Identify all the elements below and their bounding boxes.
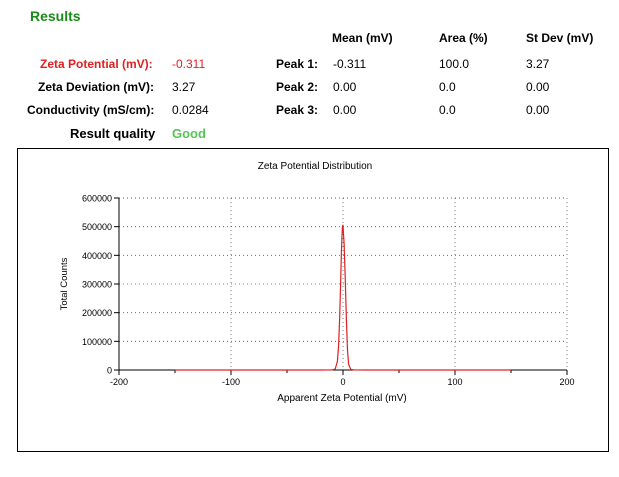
x-tick-label: -100 [222,377,240,387]
y-tick-label: 400000 [82,251,112,261]
zeta-deviation-label: Zeta Deviation (mV): [38,80,155,94]
y-tick-label: 200000 [82,308,112,318]
peak-2-area: 0.0 [439,80,456,94]
y-tick-label: 500000 [82,222,112,232]
header-mean: Mean (mV) [332,31,393,45]
zeta-distribution-chart: Zeta Potential Distribution Apparent Zet… [59,161,575,404]
peak-3-mean: 0.00 [333,103,357,117]
result-quality-label: Result quality [70,126,156,141]
series-layer [175,224,511,371]
zeta-potential-label: Zeta Potential (mV): [40,57,153,71]
x-tick-label: 100 [447,377,462,387]
conductivity-label: Conductivity (mS/cm): [27,103,155,117]
series-line [175,224,511,371]
peak-2-stdev: 0.00 [526,80,550,94]
grid-lines [119,197,568,370]
results-title: Results [30,8,81,24]
y-tick-label: 600000 [82,194,112,204]
peak-1-label: Peak 1: [276,57,319,71]
peak-1-area: 100.0 [439,57,470,71]
x-tick-label: -200 [110,377,128,387]
x-tick-label: 0 [340,377,345,387]
y-axis-label: Total Counts [59,257,70,310]
conductivity-value: 0.0284 [172,103,209,117]
peak-3-area: 0.0 [439,103,456,117]
chart-title: Zeta Potential Distribution [258,161,373,172]
header-stdev: St Dev (mV) [526,31,594,45]
x-axis-label: Apparent Zeta Potential (mV) [277,393,407,404]
peak-2-mean: 0.00 [333,80,357,94]
y-tick-label: 300000 [82,280,112,290]
peak-1-mean: -0.311 [333,57,367,71]
header-area: Area (%) [439,31,488,45]
peak-3-stdev: 0.00 [526,103,550,117]
y-tick-label: 0 [107,366,112,376]
peak-1-stdev: 3.27 [526,57,550,71]
chart-panel: Zeta Potential Distribution Apparent Zet… [17,148,609,452]
x-tick-label: 200 [559,377,574,387]
tick-labels: 0 100000 200000 300000 400000 500000 600000 -20… [82,194,575,388]
y-tick-label: 100000 [82,337,112,347]
zeta-deviation-value: 3.27 [172,80,196,94]
peak-2-label: Peak 2: [276,80,319,94]
peak-3-label: Peak 3: [276,103,319,117]
zeta-potential-value: -0.311 [172,57,206,71]
result-quality-value: Good [172,126,206,141]
